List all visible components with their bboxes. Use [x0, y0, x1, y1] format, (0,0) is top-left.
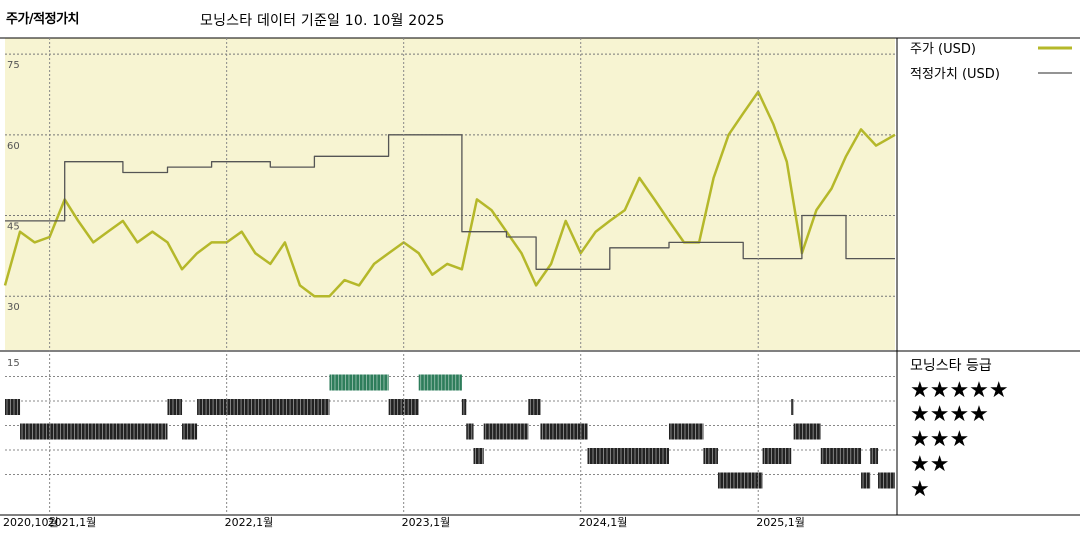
rating-block-fill	[473, 448, 484, 464]
rating-block	[878, 472, 895, 489]
star-row-4: ★★★★	[910, 402, 989, 427]
rating-panel: 15	[5, 358, 895, 489]
x-tick-label: 2023,1월	[402, 516, 451, 529]
rating-block-fill	[762, 448, 792, 464]
rating-block	[793, 423, 821, 440]
rating-block	[483, 423, 529, 440]
y-tick-label: 75	[7, 60, 20, 71]
rating-block-fill	[20, 423, 168, 440]
price-plot-area	[5, 38, 895, 350]
rating-block	[182, 423, 198, 440]
rating-block-fill	[878, 472, 895, 489]
rating-block	[587, 448, 669, 464]
star-row-3: ★★★	[910, 427, 970, 452]
rating-block-fill	[703, 448, 718, 464]
rating-block	[791, 399, 794, 415]
rating-block	[473, 448, 484, 464]
rating-block	[668, 423, 704, 440]
rating-block-fill	[182, 423, 198, 440]
rating-block-fill	[483, 423, 529, 440]
rating-title: 모닝스타 등급	[910, 358, 992, 374]
rating-block	[466, 423, 474, 440]
rating-block	[540, 423, 588, 440]
x-tick-label: 2022,1월	[225, 516, 274, 529]
rating-block	[528, 399, 541, 415]
rating-block	[861, 472, 871, 489]
rating-block	[329, 374, 389, 391]
rating-block-fill	[5, 399, 21, 415]
rating-block-fill	[540, 423, 588, 440]
data-date-subtitle: 모닝스타 데이터 기준일 10. 10월 2025	[200, 13, 445, 29]
star-row-1: ★	[910, 477, 930, 502]
rating-block	[762, 448, 792, 464]
rating-block	[418, 374, 462, 391]
price-series-line	[3, 90, 896, 298]
star-row-5: ★★★★★	[910, 378, 1009, 403]
x-tick-label: 2025,1월	[756, 516, 805, 529]
rating-block	[870, 448, 879, 464]
price-panel: 75 60 45 30	[0, 37, 1080, 516]
rating-block-fill	[418, 374, 462, 391]
rating-block-fill	[717, 472, 763, 489]
rating-block-fill	[791, 399, 794, 415]
rating-block-fill	[820, 448, 862, 464]
rating-block	[703, 448, 718, 464]
rating-block-fill	[870, 448, 879, 464]
rating-block-fill	[861, 472, 871, 489]
legend-fair-value-label: 적정가치 (USD)	[910, 67, 1000, 82]
star-row-2: ★★	[910, 452, 950, 477]
rating-block-fill	[793, 423, 821, 440]
rating-y-tick-label: 15	[7, 358, 20, 369]
rating-block	[167, 399, 183, 415]
y-tick-label: 60	[7, 141, 20, 152]
rating-block	[820, 448, 862, 464]
x-tick-label: 2020,10월	[3, 516, 59, 529]
rating-block-fill	[167, 399, 183, 415]
legend-price-label: 주가 (USD)	[910, 42, 976, 57]
x-tick-label: 2021,1월	[48, 516, 97, 529]
rating-block	[197, 399, 330, 415]
y-tick-label: 45	[7, 222, 20, 233]
rating-block	[5, 399, 21, 415]
rating-block	[461, 399, 467, 415]
rating-block	[20, 423, 168, 440]
fair-value-series-line	[5, 134, 895, 270]
x-tick-label: 2024,1월	[579, 516, 628, 529]
y-tick-label: 30	[7, 302, 20, 313]
rating-block	[717, 472, 763, 489]
chart-title: 주가/적정가치	[6, 12, 80, 27]
rating-block-fill	[466, 423, 474, 440]
